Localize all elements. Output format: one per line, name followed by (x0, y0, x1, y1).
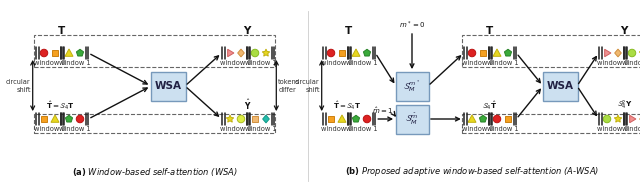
Text: window 1: window 1 (621, 60, 640, 66)
Text: window 1: window 1 (487, 60, 518, 66)
Polygon shape (630, 115, 636, 123)
FancyBboxPatch shape (543, 71, 577, 100)
Polygon shape (262, 115, 269, 123)
Text: window 0: window 0 (596, 126, 628, 132)
Text: window 0: window 0 (321, 60, 352, 66)
Polygon shape (605, 49, 611, 57)
Bar (479, 49, 486, 57)
Circle shape (327, 49, 335, 57)
Text: $\mathcal{S}_4^2\mathbf{Y}$: $\mathcal{S}_4^2\mathbf{Y}$ (618, 99, 633, 112)
Bar (504, 116, 511, 123)
Circle shape (628, 49, 636, 57)
Polygon shape (353, 115, 360, 122)
Text: window 0: window 0 (34, 126, 65, 132)
Text: window 0: window 0 (461, 60, 493, 66)
Polygon shape (338, 115, 346, 122)
Polygon shape (493, 49, 501, 56)
Circle shape (40, 49, 48, 57)
Text: $\mathbf{Y}$: $\mathbf{Y}$ (620, 24, 630, 36)
Polygon shape (262, 49, 269, 56)
FancyBboxPatch shape (396, 71, 429, 100)
Circle shape (604, 115, 611, 123)
Text: $\mathbf{T}$: $\mathbf{T}$ (58, 24, 67, 36)
Text: circular
shift: circular shift (6, 79, 31, 92)
Text: window 1: window 1 (244, 126, 276, 132)
Polygon shape (614, 115, 621, 122)
FancyBboxPatch shape (150, 71, 186, 100)
Polygon shape (237, 49, 244, 57)
Text: window 0: window 0 (220, 126, 252, 132)
Polygon shape (352, 49, 360, 56)
Text: $\hat{\mathbf{T}}=\mathcal{S}_4\mathbf{T}$: $\hat{\mathbf{T}}=\mathcal{S}_4\mathbf{T… (333, 100, 361, 112)
Bar (252, 116, 259, 123)
Polygon shape (65, 115, 72, 122)
Text: window 1: window 1 (244, 60, 276, 66)
Circle shape (493, 115, 500, 123)
Text: window 1: window 1 (621, 126, 640, 132)
Text: $\mathcal{S}_M^{\hat{m}}$: $\mathcal{S}_M^{\hat{m}}$ (405, 111, 419, 127)
Polygon shape (479, 115, 486, 122)
FancyBboxPatch shape (396, 105, 429, 134)
Text: WSA: WSA (547, 81, 573, 91)
Text: window 0: window 0 (321, 126, 352, 132)
Polygon shape (504, 49, 511, 56)
Text: window 0: window 0 (34, 60, 65, 66)
Polygon shape (65, 49, 73, 56)
Text: window 1: window 1 (487, 126, 518, 132)
Circle shape (364, 115, 371, 123)
Circle shape (468, 49, 476, 57)
Text: window 0: window 0 (220, 60, 252, 66)
Text: WSA: WSA (154, 81, 182, 91)
Polygon shape (364, 49, 371, 56)
Circle shape (76, 115, 84, 123)
Text: window 1: window 1 (346, 60, 377, 66)
Text: window 1: window 1 (59, 126, 90, 132)
Polygon shape (614, 49, 621, 57)
Text: $\hat{\mathbf{T}}=\mathcal{S}_4\mathbf{T}$: $\hat{\mathbf{T}}=\mathcal{S}_4\mathbf{T… (45, 99, 74, 112)
Text: $\mathbf{(a)}$ Window-based self-attention (WSA): $\mathbf{(a)}$ Window-based self-attenti… (72, 166, 238, 178)
Text: window 0: window 0 (461, 126, 493, 132)
Text: $\mathbf{Y}$: $\mathbf{Y}$ (243, 24, 253, 36)
Polygon shape (51, 115, 59, 122)
Circle shape (237, 115, 244, 123)
Text: tokens
differ: tokens differ (278, 79, 301, 92)
Text: $\hat{m}=1$: $\hat{m}=1$ (372, 106, 393, 116)
Text: $\mathcal{S}_4\hat{\mathbf{T}}$: $\mathcal{S}_4\hat{\mathbf{T}}$ (483, 99, 497, 112)
Bar (328, 116, 335, 123)
Text: $m^*=0$: $m^*=0$ (399, 20, 425, 31)
Text: window 1: window 1 (59, 60, 90, 66)
Circle shape (252, 49, 259, 57)
Text: $\mathcal{S}_M^{m^*}$: $\mathcal{S}_M^{m^*}$ (403, 78, 420, 94)
Bar (51, 49, 58, 57)
Bar (40, 116, 47, 123)
Text: $\hat{\mathbf{Y}}$: $\hat{\mathbf{Y}}$ (244, 97, 252, 112)
Polygon shape (227, 115, 234, 122)
Text: window 1: window 1 (346, 126, 377, 132)
Text: $\mathbf{T}$: $\mathbf{T}$ (485, 24, 495, 36)
Polygon shape (468, 115, 476, 122)
Polygon shape (76, 49, 84, 56)
Text: $\mathbf{(b)}$ Proposed adaptive window-based self-attention (A-WSA): $\mathbf{(b)}$ Proposed adaptive window-… (345, 165, 599, 178)
Text: window 0: window 0 (596, 60, 628, 66)
Text: circular
shift: circular shift (295, 79, 320, 92)
Polygon shape (228, 49, 234, 57)
Polygon shape (639, 49, 640, 56)
Text: $\mathbf{T}$: $\mathbf{T}$ (344, 24, 353, 36)
Bar (339, 49, 346, 57)
